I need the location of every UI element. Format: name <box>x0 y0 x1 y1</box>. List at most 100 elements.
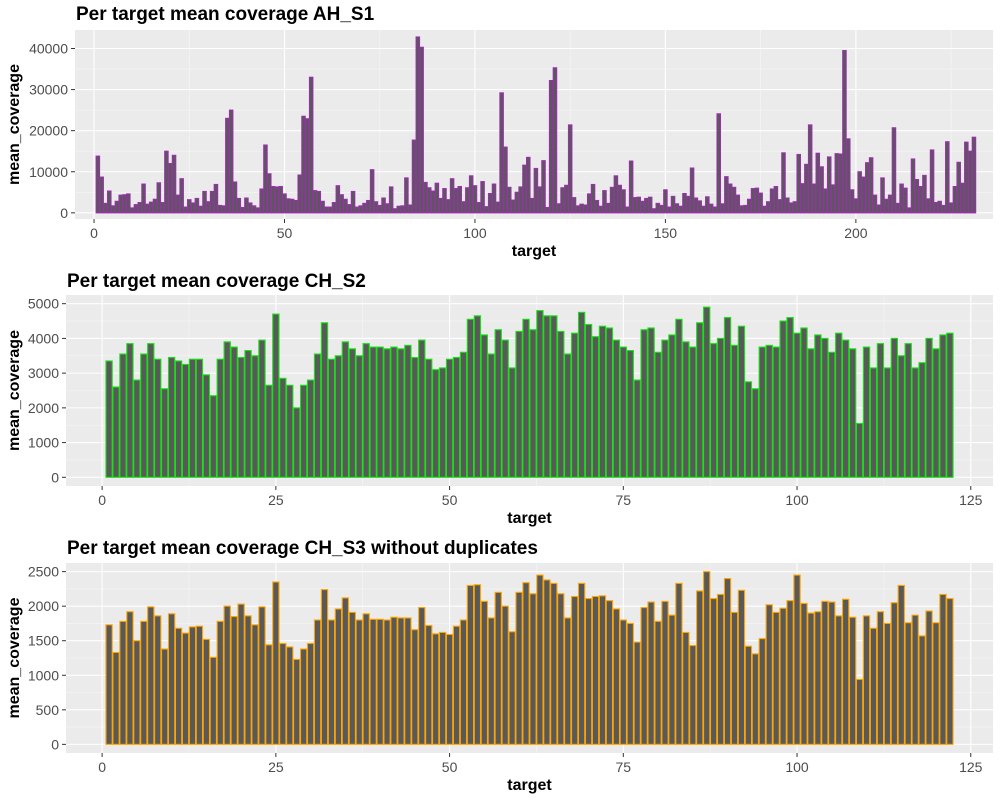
bar <box>800 602 808 745</box>
bar <box>259 188 264 214</box>
bar <box>404 344 412 478</box>
chart-panel-1: 0 10000 20000 30000 40000 0 50 100 150 200 Per tar… <box>6 4 993 260</box>
bar <box>861 176 866 214</box>
bar <box>237 603 245 745</box>
bar <box>619 619 627 745</box>
bar <box>865 162 870 214</box>
bar <box>270 185 276 214</box>
bar <box>223 341 231 478</box>
bar <box>890 602 899 745</box>
bar <box>494 329 502 478</box>
bar <box>445 633 454 745</box>
bar <box>772 611 780 745</box>
bar <box>925 610 933 745</box>
bar <box>835 615 843 745</box>
y-tick-label: 3000 <box>28 365 59 381</box>
bar <box>480 600 489 745</box>
bar <box>693 197 699 214</box>
bar <box>826 156 832 214</box>
bar <box>925 198 931 214</box>
bar <box>366 199 371 214</box>
bar <box>617 184 622 214</box>
bar <box>811 183 817 214</box>
bar <box>230 346 238 478</box>
bar <box>390 346 398 478</box>
bar <box>891 127 897 214</box>
bar <box>621 189 626 214</box>
bar <box>560 187 565 214</box>
bar <box>137 202 143 214</box>
bar <box>661 600 669 745</box>
bar <box>533 167 539 214</box>
bar <box>897 355 905 478</box>
bar <box>619 346 627 478</box>
bar <box>466 584 475 745</box>
bar <box>236 197 242 214</box>
bar <box>487 353 495 478</box>
bar <box>341 341 350 478</box>
bar <box>286 198 291 214</box>
bar <box>167 613 176 745</box>
bar <box>890 337 899 478</box>
bar <box>772 346 780 478</box>
bar <box>939 593 947 745</box>
bar <box>362 202 367 214</box>
bar <box>355 355 363 478</box>
bar <box>678 205 683 214</box>
bar <box>609 186 615 214</box>
bar <box>320 589 329 745</box>
bar <box>308 76 314 214</box>
bar <box>473 584 482 745</box>
bar <box>633 641 641 745</box>
bar <box>501 339 509 478</box>
bar <box>355 619 363 745</box>
bar <box>265 644 273 745</box>
bar <box>369 618 377 745</box>
bar <box>388 186 394 214</box>
bar <box>110 205 116 214</box>
bar <box>411 356 419 478</box>
bar <box>174 627 183 745</box>
bar <box>495 201 501 214</box>
bar <box>552 67 558 214</box>
y-tick-label: 30000 <box>29 82 68 98</box>
bar <box>334 608 343 745</box>
bar <box>564 617 572 745</box>
bar <box>237 356 245 478</box>
bar <box>418 339 426 478</box>
bar <box>654 620 662 745</box>
bar <box>689 346 697 478</box>
bar <box>883 622 892 745</box>
x-axis-title: target <box>507 777 552 794</box>
bar <box>932 622 940 745</box>
bar <box>112 386 120 478</box>
bar <box>743 204 748 214</box>
bar <box>327 358 336 478</box>
x-tick-label: 0 <box>98 492 106 508</box>
bar <box>564 184 569 214</box>
bar <box>122 194 127 214</box>
bar <box>712 206 718 214</box>
y-axis-title: mean_coverage <box>6 597 23 718</box>
x-tick-label: 100 <box>785 492 809 508</box>
bar <box>862 346 871 478</box>
bar <box>164 150 169 214</box>
bar <box>376 618 384 745</box>
bar <box>223 605 231 745</box>
bar <box>848 348 857 478</box>
x-tick-label: 0 <box>98 759 106 775</box>
bar <box>570 332 579 478</box>
bar <box>819 166 824 214</box>
bar <box>777 199 782 214</box>
bar <box>758 346 766 478</box>
bar <box>258 339 266 478</box>
bar <box>266 173 272 214</box>
bar <box>518 186 523 214</box>
bar <box>369 169 375 214</box>
bar <box>815 152 821 214</box>
bar <box>327 619 336 745</box>
bar <box>258 606 266 745</box>
x-tick-label: 125 <box>959 759 983 775</box>
bar <box>903 187 908 214</box>
bar <box>918 362 926 478</box>
